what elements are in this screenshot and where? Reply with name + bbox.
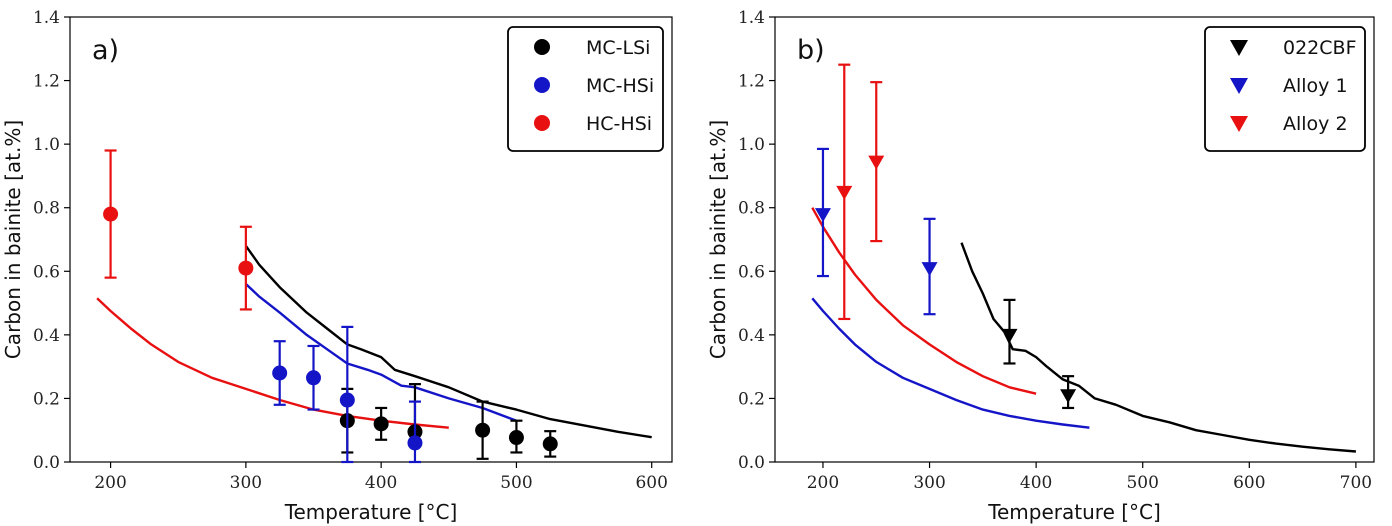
panel-label: b) (797, 35, 825, 66)
legend-marker (534, 115, 550, 131)
legend-label: HC-HSi (586, 113, 652, 135)
y-tick-label: 0.2 (738, 389, 765, 409)
y-tick-label: 0.8 (33, 199, 60, 219)
legend-marker (534, 77, 550, 93)
x-tick-label: 600 (635, 473, 667, 493)
data-point (103, 206, 119, 222)
data-point (339, 392, 355, 408)
x-tick-label: 200 (807, 473, 839, 493)
x-tick-label: 500 (500, 473, 532, 493)
data-point (921, 262, 938, 277)
legend-marker (1230, 116, 1248, 132)
y-tick-label: 0.8 (738, 199, 765, 219)
y-tick-label: 0.0 (738, 453, 765, 473)
y-tick-label: 1.2 (738, 72, 765, 92)
panel-label: a) (92, 35, 119, 66)
model-curve (811, 207, 1037, 395)
y-tick-label: 1.4 (33, 8, 60, 28)
panel-b: 200 300 400 500 600 700 0.0 0.2 0.4 0.6 0.8 1.0 1.2 1… (706, 8, 1375, 524)
data-point (868, 155, 885, 170)
model-curve (960, 242, 1356, 453)
model-curve (244, 245, 652, 439)
model-curve (811, 297, 1090, 429)
x-axis-title: Temperature [°C] (987, 500, 1161, 524)
data-point (272, 365, 288, 381)
data-point (238, 260, 254, 276)
legend-label: Alloy 2 (1283, 113, 1348, 135)
y-tick-label: 1.2 (33, 72, 60, 92)
x-tick-label: 400 (365, 473, 397, 493)
x-tick-label: 600 (1233, 473, 1265, 493)
legend-label: MC-HSi (586, 75, 654, 97)
x-axis-title: Temperature [°C] (284, 500, 458, 524)
x-tick-label: 500 (1126, 473, 1158, 493)
model-curve (245, 283, 517, 422)
data-point (373, 416, 389, 432)
data-point (306, 370, 322, 386)
data-point (1001, 328, 1018, 343)
y-tick-label: 1.0 (33, 135, 60, 155)
y-tick-label: 0.6 (738, 262, 765, 282)
y-tick-label: 1.4 (738, 8, 765, 28)
plot-frame (69, 16, 673, 463)
model-curve (96, 297, 449, 429)
data-point (407, 435, 423, 451)
legend-marker (1230, 78, 1248, 94)
legend-marker (1230, 40, 1248, 56)
y-axis-title: Carbon in bainite [at.%] (706, 120, 730, 359)
x-tick-label: 400 (1020, 473, 1052, 493)
x-tick-label: 300 (230, 473, 262, 493)
y-tick-label: 0.2 (33, 389, 60, 409)
y-tick-label: 0.4 (738, 326, 765, 346)
panel-a: 200 300 400 500 600 0.0 0.2 0.4 0.6 0.8 1.0 1.2 1.4 T… (1, 8, 673, 524)
data-point (814, 208, 831, 223)
y-axis-title: Carbon in bainite [at.%] (1, 120, 25, 359)
legend-marker (534, 39, 550, 55)
x-tick-label: 700 (1340, 473, 1372, 493)
data-point (836, 185, 853, 200)
y-tick-label: 0.4 (33, 326, 60, 346)
legend-label: 022CBF (1283, 37, 1357, 59)
legend-label: MC-LSi (586, 37, 650, 59)
legend-label: Alloy 1 (1283, 75, 1348, 97)
x-tick-label: 300 (913, 473, 945, 493)
y-tick-label: 0.6 (33, 262, 60, 282)
data-point (508, 430, 524, 446)
y-tick-label: 0.0 (33, 453, 60, 473)
data-point (542, 436, 558, 452)
y-tick-label: 1.0 (738, 135, 765, 155)
x-tick-label: 200 (94, 473, 126, 493)
data-point (475, 422, 491, 438)
plot-frame (774, 16, 1375, 463)
data-point (1060, 389, 1077, 404)
